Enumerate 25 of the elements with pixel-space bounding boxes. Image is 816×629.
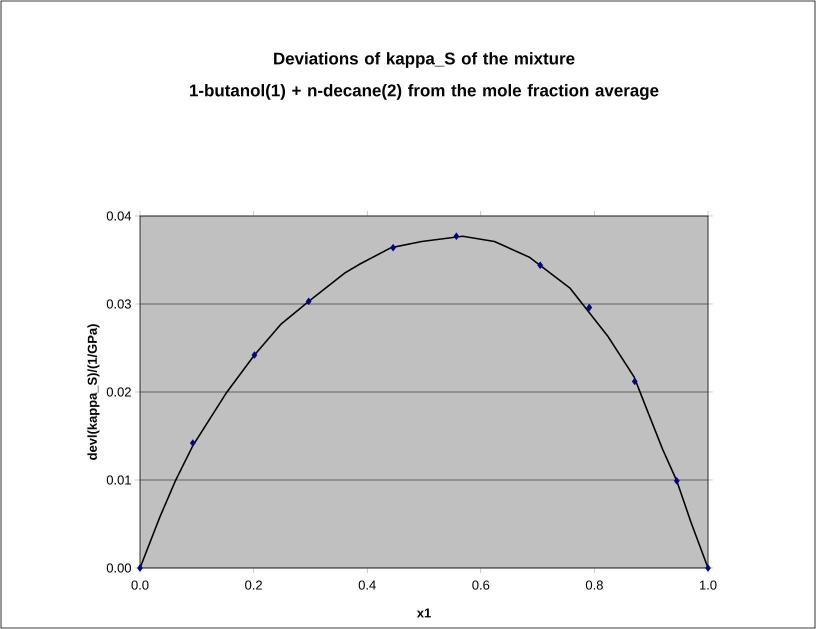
y-axis-title: devl(kappa_S)/(1/GPa) xyxy=(87,324,100,460)
point xyxy=(190,439,196,447)
y-tick-label: 0.01 xyxy=(106,475,131,485)
x-tick-label: 0.2 xyxy=(245,580,262,590)
y-tick-label: 0.00 xyxy=(106,563,131,573)
point xyxy=(705,564,711,572)
chart-title: Deviations of kappa_S of the mixture 1-butanol(1) + n-decane(2) from the mole fraction average xyxy=(190,52,658,100)
point xyxy=(252,351,258,359)
point xyxy=(390,244,396,252)
y-tick-label: 0.04 xyxy=(106,211,132,221)
point xyxy=(586,304,592,312)
x-tick-label: 0.0 xyxy=(132,580,149,590)
x-tick-label: 0.6 xyxy=(472,580,490,590)
point xyxy=(674,477,680,485)
point xyxy=(632,378,638,386)
y-tick-label: 0.03 xyxy=(106,299,131,309)
x-tick-label: 1.0 xyxy=(700,580,717,590)
point xyxy=(306,298,312,306)
x-tick-label: 0.8 xyxy=(586,580,603,590)
y-tick-label: 0.02 xyxy=(106,387,131,397)
point xyxy=(453,232,460,240)
point xyxy=(137,564,143,572)
x-axis-title: x1 xyxy=(416,608,431,618)
point xyxy=(537,261,544,270)
x-tick-label: 0.4 xyxy=(358,580,376,590)
